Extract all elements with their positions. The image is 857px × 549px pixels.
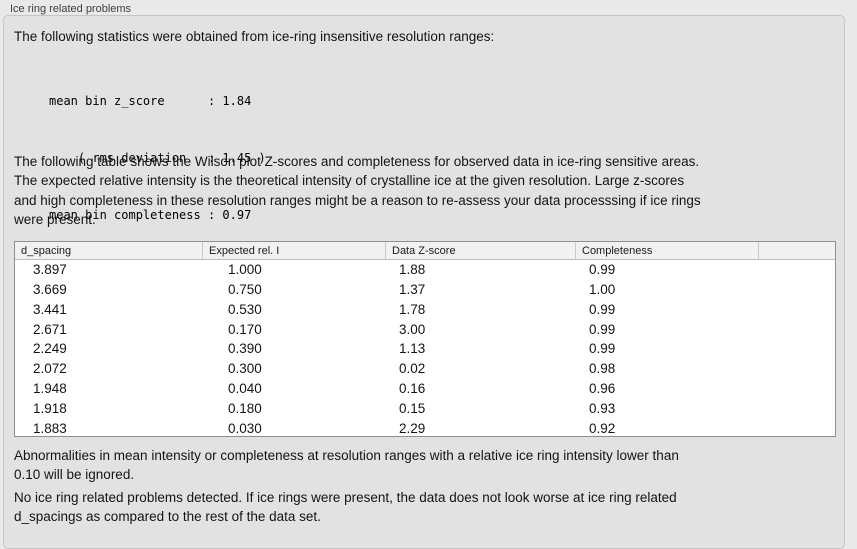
table-cell: 0.390: [228, 341, 262, 357]
table-cell: 0.530: [228, 301, 262, 317]
table-cell: 0.96: [589, 380, 616, 396]
description-line: were present.: [14, 212, 96, 228]
table-row[interactable]: 3.441 0.530 1.78 0.99: [15, 300, 835, 320]
stat-line: mean bin completeness : 0.97: [49, 208, 252, 222]
table-cell: 0.99: [589, 262, 616, 278]
table-cell: 0.040: [228, 380, 262, 396]
table-header-row: d_spacing Expected rel. I Data Z-score C…: [15, 242, 835, 260]
table-body: 3.897 1.000 1.88 0.99 3.669 0.750 1.37 1…: [15, 260, 835, 438]
table-cell: 1.37: [399, 282, 426, 298]
stat-line: ( rms deviation : 1.45 ): [49, 151, 266, 165]
table-cell: 1.13: [399, 341, 426, 357]
table-row[interactable]: 2.671 0.170 3.00 0.99: [15, 319, 835, 339]
conclusion-note-line: No ice ring related problems detected. I…: [14, 490, 677, 505]
table-cell: 3.00: [399, 321, 426, 337]
table-cell: 1.00: [589, 282, 616, 298]
table-cell: 0.15: [399, 400, 426, 416]
ignore-note-line: Abnormalities in mean intensity or compl…: [14, 448, 679, 463]
table-cell: 0.99: [589, 321, 616, 337]
description-line: and high completeness in these resolutio…: [14, 192, 701, 208]
table-row[interactable]: 2.072 0.300 0.02 0.98: [15, 359, 835, 379]
table-cell: 3.441: [33, 301, 67, 317]
table-cell: 2.29: [399, 420, 426, 436]
description-line: The expected relative intensity is the t…: [14, 173, 685, 189]
table-cell: 0.750: [228, 282, 262, 298]
column-header-expected-rel-i[interactable]: Expected rel. I: [202, 242, 385, 259]
table-cell: 0.93: [589, 400, 616, 416]
intro-text: The following statistics were obtained f…: [14, 29, 495, 44]
table-cell: 1.948: [33, 380, 67, 396]
column-header-empty[interactable]: [758, 242, 835, 259]
panel-title: Ice ring related problems: [10, 3, 132, 15]
table-row[interactable]: 1.918 0.180 0.15 0.93: [15, 398, 835, 418]
column-header-completeness[interactable]: Completeness: [575, 242, 758, 259]
table-row[interactable]: 1.883 0.030 2.29 0.92: [15, 418, 835, 438]
table-cell: 0.16: [399, 380, 426, 396]
table-cell: 0.170: [228, 321, 262, 337]
table-cell: 0.02: [399, 361, 426, 377]
table-cell: 1.88: [399, 262, 426, 278]
conclusion-note: No ice ring related problems detected. I…: [14, 488, 677, 527]
table-row[interactable]: 3.897 1.000 1.88 0.99: [15, 260, 835, 280]
table-row[interactable]: 2.249 0.390 1.13 0.99: [15, 339, 835, 359]
table-cell: 2.249: [33, 341, 67, 357]
table-cell: 1.78: [399, 301, 426, 317]
table-row[interactable]: 3.669 0.750 1.37 1.00: [15, 280, 835, 300]
column-header-d-spacing[interactable]: d_spacing: [21, 244, 72, 257]
description-text: The following table shows the Wilson plo…: [14, 152, 701, 230]
table-cell: 2.072: [33, 361, 67, 377]
table-cell: 3.897: [33, 262, 67, 278]
table-cell: 0.98: [589, 361, 616, 377]
table-cell: 1.000: [228, 262, 262, 278]
table-cell: 0.92: [589, 420, 616, 436]
table-cell: 3.669: [33, 282, 67, 298]
conclusion-note-line: d_spacings as compared to the rest of th…: [14, 509, 321, 525]
table-cell: 2.671: [33, 321, 67, 337]
column-header-data-z-score[interactable]: Data Z-score: [385, 242, 575, 259]
table-cell: 0.180: [228, 400, 262, 416]
stat-line: mean bin z_score : 1.84: [49, 94, 252, 108]
table-cell: 1.883: [33, 420, 67, 436]
ignore-note: Abnormalities in mean intensity or compl…: [14, 446, 679, 485]
table-cell: 0.300: [228, 361, 262, 377]
table-cell: 1.918: [33, 400, 67, 416]
description-line: The following table shows the Wilson plo…: [14, 154, 700, 169]
ice-ring-table: d_spacing Expected rel. I Data Z-score C…: [14, 241, 836, 437]
table-cell: 0.99: [589, 301, 616, 317]
table-cell: 0.99: [589, 341, 616, 357]
ignore-note-line: 0.10 will be ignored.: [14, 467, 135, 483]
table-cell: 0.030: [228, 420, 262, 436]
table-row[interactable]: 1.948 0.040 0.16 0.96: [15, 379, 835, 399]
